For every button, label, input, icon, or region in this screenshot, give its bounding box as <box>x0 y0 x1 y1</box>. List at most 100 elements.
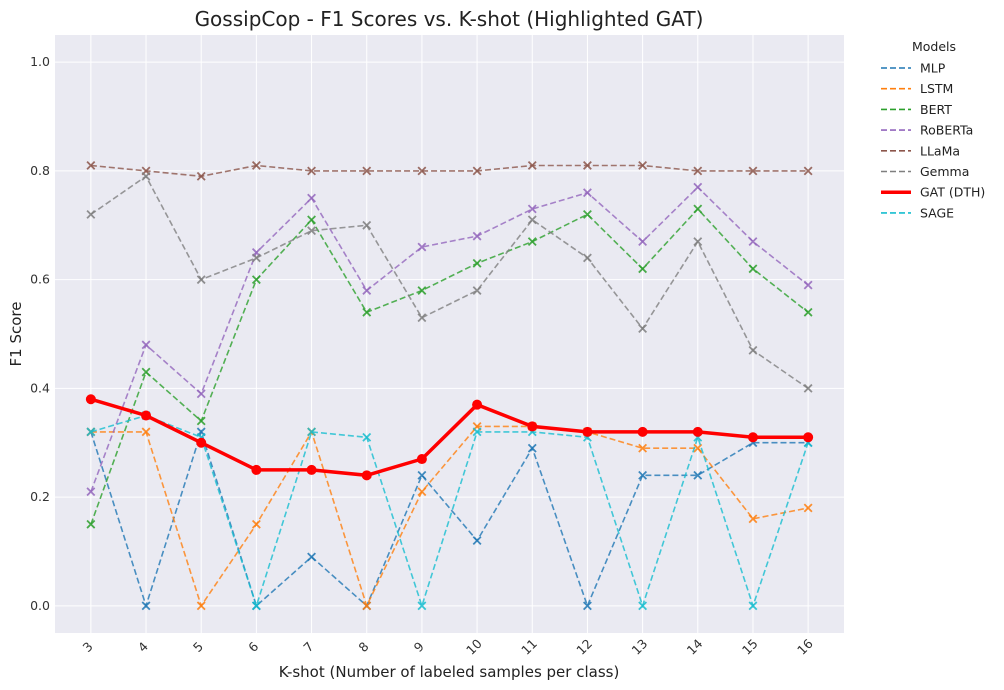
data-point-mlp <box>417 470 427 480</box>
legend-item-gat-dth: GAT (DTH) <box>881 185 985 200</box>
x-tick-label: 9 <box>411 639 427 655</box>
data-point-roberta <box>472 231 482 241</box>
data-point-lstm <box>251 519 261 529</box>
legend-label: MLP <box>920 61 946 76</box>
data-point-sage <box>472 427 482 437</box>
x-tick-label: 7 <box>300 639 316 655</box>
x-tick-label: 5 <box>190 639 206 655</box>
data-point-gat-dth <box>472 399 483 410</box>
data-point-roberta <box>638 237 648 247</box>
data-point-sage <box>307 427 316 437</box>
series-bert <box>86 204 813 529</box>
data-point-gat-dth <box>416 454 427 465</box>
data-point-bert <box>693 204 703 214</box>
y-tick-label: 0.2 <box>30 489 50 504</box>
legend-label: GAT (DTH) <box>920 185 985 200</box>
data-point-gemma <box>638 324 648 334</box>
legend-label: SAGE <box>920 205 954 220</box>
data-point-bert <box>803 307 813 317</box>
data-point-sage <box>417 601 427 611</box>
data-point-llama <box>583 161 592 170</box>
data-point-gat-dth <box>637 426 648 437</box>
series-line-sage <box>90 414 809 609</box>
y-tick-label: 0.0 <box>30 598 50 613</box>
data-point-lstm <box>748 514 758 524</box>
data-point-bert <box>362 307 372 317</box>
data-point-mlp <box>141 601 151 611</box>
x-tick-label: 10 <box>463 636 485 658</box>
data-point-lstm <box>693 443 703 453</box>
legend-label: Gemma <box>920 164 969 179</box>
data-point-gat-dth <box>692 426 703 437</box>
data-point-gat-dth <box>196 437 207 448</box>
legend-label: LSTM <box>920 81 953 96</box>
data-point-roberta <box>527 204 537 214</box>
x-tick-label: 8 <box>355 639 371 655</box>
data-point-gat-dth <box>582 426 593 437</box>
data-point-gemma <box>527 215 537 225</box>
data-point-mlp <box>472 536 482 546</box>
y-axis-label: F1 Score <box>7 302 25 367</box>
series-sage <box>86 411 813 611</box>
data-point-sage <box>638 601 648 611</box>
data-point-llama <box>307 166 316 176</box>
data-point-llama <box>251 161 261 170</box>
legend-label: RoBERTa <box>920 123 973 138</box>
series-roberta <box>86 182 813 497</box>
legend-label: LLaMa <box>920 143 960 158</box>
series-line-roberta <box>90 186 809 492</box>
data-point-roberta <box>196 389 206 399</box>
data-point-llama <box>638 161 648 170</box>
data-point-gat-dth <box>85 394 96 405</box>
data-point-bert <box>417 286 427 295</box>
data-point-bert <box>307 215 316 225</box>
data-point-roberta <box>417 242 427 252</box>
series-llama <box>86 161 813 181</box>
data-point-sage <box>362 432 372 442</box>
data-point-roberta <box>141 340 151 350</box>
data-point-sage <box>86 427 96 437</box>
data-point-lstm <box>196 601 206 611</box>
data-point-llama <box>196 171 206 181</box>
data-point-gat-dth <box>306 464 317 475</box>
data-point-gat-dth <box>747 432 758 443</box>
x-tick-label: 4 <box>135 639 151 655</box>
data-point-gemma <box>693 237 703 247</box>
data-point-llama <box>417 166 427 176</box>
data-point-gat-dth <box>803 432 814 443</box>
data-point-bert <box>638 264 648 274</box>
data-point-gemma <box>251 253 261 263</box>
data-point-bert <box>748 264 758 274</box>
data-point-gemma <box>417 313 427 323</box>
data-point-llama <box>472 166 482 176</box>
data-point-mlp <box>693 470 703 480</box>
series-line-llama <box>90 164 809 178</box>
x-tick-label: 15 <box>739 636 761 658</box>
legend-item-llama: LLaMa <box>881 143 960 158</box>
y-tick-label: 0.6 <box>30 272 50 287</box>
data-point-llama <box>86 161 96 170</box>
x-tick-label: 13 <box>629 636 651 658</box>
data-point-sage <box>748 601 758 611</box>
x-tick-label: 6 <box>245 639 261 655</box>
data-point-mlp <box>638 470 648 480</box>
data-point-gat-dth <box>527 421 538 432</box>
series-gat-dth <box>85 394 814 481</box>
data-point-llama <box>527 161 537 170</box>
data-point-mlp <box>583 601 592 611</box>
data-point-bert <box>527 237 537 247</box>
data-point-llama <box>362 166 372 176</box>
data-point-gemma <box>307 226 316 236</box>
data-point-gemma <box>748 345 758 355</box>
data-point-roberta <box>583 188 592 198</box>
series-layer <box>85 161 814 611</box>
legend: Models MLP LSTM BERT RoBERTa LLaMa Gemma GAT (… <box>881 39 985 220</box>
data-point-gemma <box>196 275 206 285</box>
x-tick-label: 3 <box>80 639 96 655</box>
data-point-roberta <box>803 280 813 290</box>
series-gemma <box>86 171 813 393</box>
data-point-roberta <box>362 286 372 295</box>
series-line-gat-dth <box>90 397 809 478</box>
series-line-lstm <box>90 425 809 608</box>
data-point-roberta <box>86 487 96 497</box>
